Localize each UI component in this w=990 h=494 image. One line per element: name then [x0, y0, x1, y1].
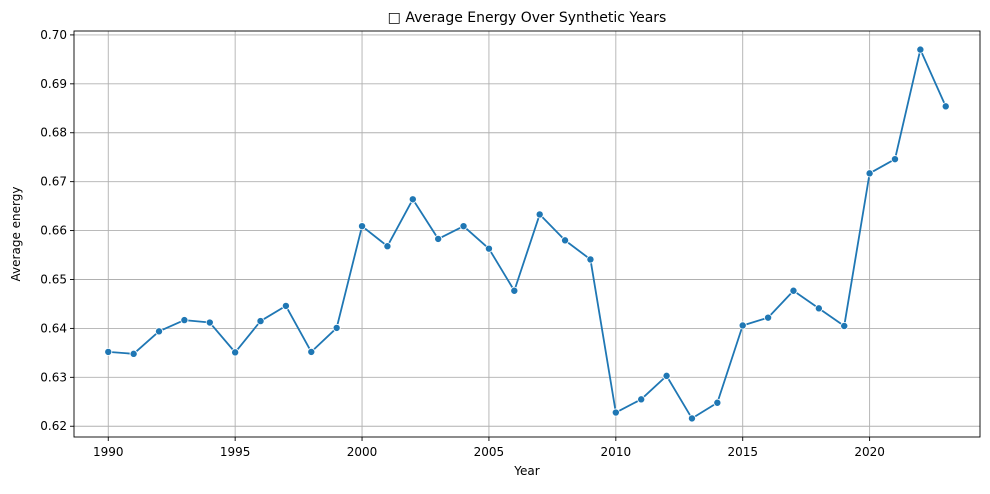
data-point	[332, 323, 341, 332]
plot-frame	[73, 30, 981, 438]
data-point	[231, 348, 240, 357]
data-point	[738, 321, 747, 330]
chart-title: □ Average Energy Over Synthetic Years	[388, 10, 667, 26]
data-point	[662, 371, 671, 380]
x-axis-label: Year	[513, 464, 539, 478]
x-tick-label: 2005	[474, 445, 505, 459]
data-point	[180, 316, 189, 325]
y-tick-label: 0.66	[40, 224, 67, 238]
data-point	[459, 222, 468, 231]
data-point	[586, 255, 595, 264]
x-tick-label: 2010	[601, 445, 632, 459]
data-point	[256, 317, 265, 326]
data-point	[484, 244, 493, 253]
data-point	[637, 395, 646, 404]
y-tick-label: 0.70	[40, 28, 67, 42]
data-point	[510, 286, 519, 295]
data-point	[205, 318, 214, 327]
data-point	[865, 169, 874, 178]
data-point	[281, 301, 290, 310]
x-tick-label: 2015	[727, 445, 758, 459]
data-point	[941, 102, 950, 111]
data-point	[434, 234, 443, 243]
data-point	[611, 408, 620, 417]
x-tick-label: 2000	[347, 445, 378, 459]
x-tick-label: 1995	[220, 445, 251, 459]
x-tick-label: 2020	[854, 445, 885, 459]
data-point	[713, 398, 722, 407]
data-point	[129, 349, 138, 358]
data-point	[535, 210, 544, 219]
y-tick-label: 0.69	[40, 77, 67, 91]
y-axis-label: Average energy	[9, 187, 23, 282]
data-point	[155, 327, 164, 336]
x-axis-ticks: 1990 1995 2000 2005 2010 2015 2020	[93, 437, 885, 459]
y-tick-label: 0.67	[40, 175, 67, 189]
y-tick-label: 0.68	[40, 126, 67, 140]
y-tick-label: 0.63	[40, 370, 67, 384]
data-point	[307, 347, 316, 356]
data-point	[814, 304, 823, 313]
grid	[74, 31, 980, 437]
data-point	[789, 286, 798, 295]
data-point	[408, 195, 417, 204]
y-axis-ticks: 0.62 0.63 0.64 0.65 0.66 0.67 0.68 0.69 0.70	[40, 28, 74, 433]
x-tick-label: 1990	[93, 445, 124, 459]
y-tick-label: 0.62	[40, 419, 67, 433]
data-point	[890, 155, 899, 164]
data-point	[561, 236, 570, 245]
data-point	[764, 313, 773, 322]
y-tick-label: 0.65	[40, 272, 67, 286]
series-line	[107, 48, 947, 420]
data-point	[358, 222, 367, 231]
data-point	[916, 45, 925, 54]
data-point	[104, 347, 113, 356]
data-point	[383, 242, 392, 251]
y-tick-label: 0.64	[40, 321, 67, 335]
series-layer	[104, 45, 950, 423]
data-point	[687, 414, 696, 423]
data-point	[840, 321, 849, 330]
